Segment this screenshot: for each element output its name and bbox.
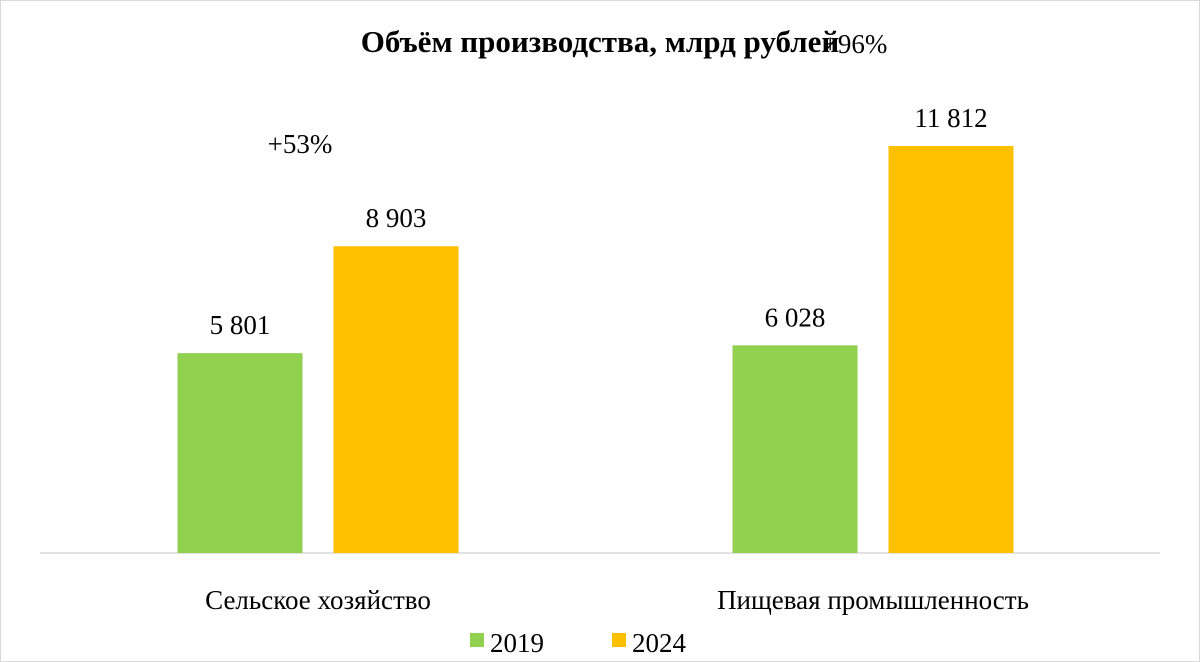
legend: 2019 2024 <box>470 628 687 658</box>
data-label-2024-1: 8 903 <box>366 203 427 233</box>
bar-2024-2 <box>888 146 1014 553</box>
data-label-2024-2: 11 812 <box>914 103 987 133</box>
category-label-2: Пищевая промышленность <box>717 585 1029 615</box>
labels-group: 5 801 8 903 +53% Сельское хозяйство 6 028 11 … <box>205 29 1029 615</box>
growth-annotation-2: +96% <box>823 29 888 59</box>
bar-2019-1 <box>177 353 303 553</box>
data-label-2019-1: 5 801 <box>210 310 271 340</box>
legend-label-2024: 2024 <box>632 628 687 658</box>
bar-2024-1 <box>333 246 459 553</box>
chart-title: Объём производства, млрд рублей <box>361 24 840 59</box>
legend-swatch-2019 <box>470 633 484 647</box>
bar-2019-2 <box>732 345 858 553</box>
legend-swatch-2024 <box>612 633 626 647</box>
growth-annotation-1: +53% <box>268 129 333 159</box>
data-label-2019-2: 6 028 <box>765 302 826 332</box>
bars-group <box>177 146 1014 553</box>
category-label-1: Сельское хозяйство <box>205 585 431 615</box>
legend-label-2019: 2019 <box>490 628 544 658</box>
